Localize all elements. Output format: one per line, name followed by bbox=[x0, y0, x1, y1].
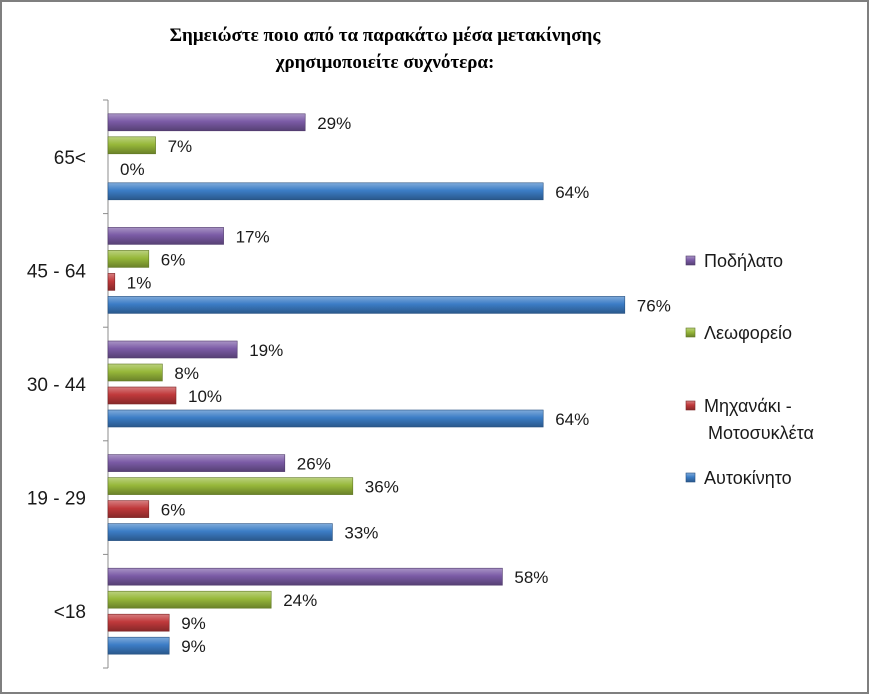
data-label: 8% bbox=[174, 364, 199, 383]
bar bbox=[107, 296, 626, 314]
data-label: 19% bbox=[249, 341, 283, 360]
bar bbox=[107, 523, 333, 541]
bar bbox=[107, 500, 150, 518]
data-label: 33% bbox=[344, 524, 378, 543]
legend-label: Μοτοσυκλέτα bbox=[708, 423, 814, 443]
data-label: 26% bbox=[297, 455, 331, 474]
bar bbox=[107, 386, 177, 405]
chart-title-line-2: χρησιμοποιείτε συχνότερα: bbox=[275, 52, 495, 73]
legend-swatch bbox=[685, 327, 696, 338]
bar bbox=[107, 136, 156, 155]
legend-swatch bbox=[685, 400, 696, 411]
bar bbox=[107, 363, 163, 382]
bar bbox=[107, 567, 503, 586]
bar bbox=[107, 477, 354, 495]
bar bbox=[107, 113, 306, 132]
legend-label: Μηχανάκι - bbox=[704, 396, 792, 416]
data-label: 6% bbox=[161, 501, 186, 520]
chart-title: Σημειώστε ποιο από τα παρακάτω μέσα μετα… bbox=[60, 22, 710, 76]
data-label: 9% bbox=[181, 614, 206, 633]
bar bbox=[107, 273, 116, 291]
legend-label: Ποδήλατο bbox=[704, 251, 783, 271]
data-label: 9% bbox=[181, 637, 206, 656]
bar bbox=[107, 613, 170, 632]
bar bbox=[107, 340, 238, 359]
data-label: 1% bbox=[127, 273, 152, 292]
data-label: 64% bbox=[555, 410, 589, 429]
bar bbox=[107, 227, 224, 245]
category-label: 65< bbox=[54, 148, 86, 169]
data-label: 7% bbox=[168, 137, 193, 156]
legend-swatch bbox=[685, 472, 696, 483]
bar bbox=[107, 454, 286, 472]
data-label: 10% bbox=[188, 387, 222, 406]
chart-title-line-1: Σημειώστε ποιο από τα παρακάτω μέσα μετα… bbox=[169, 25, 601, 46]
data-label: 0% bbox=[120, 160, 145, 179]
category-label: 45 - 64 bbox=[27, 261, 87, 282]
bar bbox=[107, 409, 544, 428]
bar bbox=[107, 182, 544, 201]
data-label: 58% bbox=[514, 568, 548, 587]
bar bbox=[107, 250, 150, 268]
bar bbox=[107, 636, 170, 655]
data-label: 64% bbox=[555, 183, 589, 202]
data-label: 24% bbox=[283, 591, 317, 610]
data-label: 17% bbox=[236, 227, 270, 246]
legend-label: Αυτοκίνητο bbox=[704, 468, 792, 488]
category-label: 30 - 44 bbox=[27, 375, 87, 396]
category-label: 19 - 29 bbox=[27, 489, 86, 510]
legend-swatch bbox=[685, 255, 696, 266]
data-label: 29% bbox=[317, 114, 351, 133]
data-label: 36% bbox=[365, 478, 399, 497]
category-label: <18 bbox=[54, 602, 86, 623]
bar bbox=[107, 590, 272, 609]
data-label: 76% bbox=[637, 296, 671, 315]
data-label: 6% bbox=[161, 250, 186, 269]
legend-label: Λεωφορείο bbox=[704, 323, 792, 343]
